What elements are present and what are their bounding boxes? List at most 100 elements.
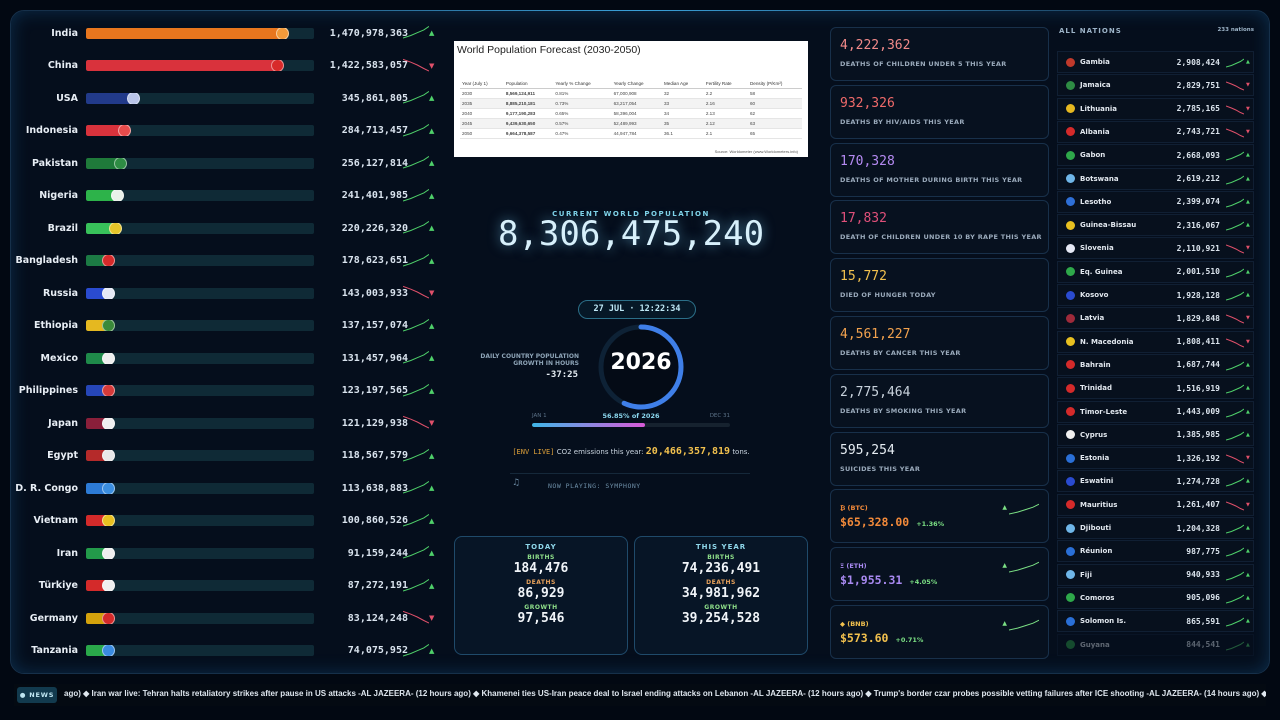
all-nations-title: ALL NATIONS	[1059, 27, 1122, 35]
population-bar	[86, 27, 289, 39]
population-bar	[86, 450, 116, 461]
country-flag-icon	[102, 385, 116, 396]
country-name: Japan	[48, 417, 78, 429]
trend-sparkline-icon	[403, 220, 429, 234]
population-bar	[86, 612, 116, 624]
nation-flag-icon	[1066, 290, 1075, 300]
country-row[interactable]: USA 345,861,805 ▲	[14, 84, 444, 112]
nation-row[interactable]: Gabon 2,668,093 ▲	[1057, 144, 1254, 167]
crypto-ticker: ₿ (BTC)	[840, 504, 868, 512]
nation-row[interactable]: Eswatini 1,274,728 ▲	[1057, 470, 1254, 493]
nation-row[interactable]: Réunion 987,775 ▲	[1057, 540, 1254, 563]
nation-name: Djibouti	[1080, 524, 1112, 532]
nation-row[interactable]: Slovenia 2,110,921 ▼	[1057, 237, 1254, 260]
nation-row[interactable]: Lithuania 2,785,165 ▼	[1057, 97, 1254, 120]
co2-unit: tons.	[732, 448, 750, 456]
nation-row[interactable]: Solomon Is. 865,591 ▲	[1057, 610, 1254, 633]
nation-row[interactable]: Djibouti 1,204,328 ▲	[1057, 517, 1254, 539]
nation-row[interactable]: Kosovo 1,928,128 ▲	[1057, 284, 1254, 306]
country-row[interactable]: China 1,422,583,057 ▼	[14, 52, 444, 80]
table-cell: 58,396,004	[611, 108, 662, 119]
country-row[interactable]: Nigeria 241,401,985 ▲	[14, 182, 444, 210]
nation-row[interactable]: Guyana 844,541 ▲	[1057, 633, 1254, 656]
nation-row[interactable]: Timor-Leste 1,443,009 ▲	[1057, 400, 1254, 423]
trend-sparkline-icon	[403, 285, 429, 299]
nation-row[interactable]: Jamaica 2,829,751 ▼	[1057, 74, 1254, 97]
nation-name: Eq. Guinea	[1080, 267, 1123, 276]
nation-population: 2,399,074	[1176, 197, 1220, 207]
nation-row[interactable]: Gambia 2,908,424 ▲	[1057, 51, 1254, 73]
world-population-value: 8,306,475,240	[497, 214, 765, 254]
nation-name: Trinidad	[1080, 384, 1112, 393]
population-bar	[86, 417, 116, 429]
nation-sparkline-icon	[1226, 594, 1244, 604]
stat-value: 2,775,464	[840, 384, 911, 400]
forecast-source: Source: Worldometer (www.Worldometers.in…	[714, 149, 798, 154]
nation-population: 2,110,921	[1176, 243, 1220, 253]
nation-flag-icon	[1066, 360, 1075, 370]
nation-flag-icon	[1066, 640, 1075, 649]
country-row[interactable]: India 1,470,978,363 ▲	[14, 19, 444, 47]
today-title: TODAY	[525, 543, 557, 551]
country-name: D. R. Congo	[15, 482, 78, 494]
country-row[interactable]: Brazil 220,226,320 ▲	[14, 214, 444, 242]
nation-flag-icon	[1066, 616, 1075, 626]
nation-row[interactable]: Cyprus 1,385,985 ▲	[1057, 423, 1254, 446]
country-population: 100,860,526	[341, 515, 408, 526]
country-row[interactable]: Egypt 118,567,579 ▲	[14, 442, 444, 470]
country-row[interactable]: D. R. Congo 113,638,883 ▲	[14, 474, 444, 502]
country-row[interactable]: Germany 83,124,248 ▼	[14, 604, 444, 632]
country-row[interactable]: Bangladesh 178,623,651 ▲	[14, 247, 444, 275]
year-births-label: BIRTHS	[707, 554, 735, 561]
nation-row[interactable]: Fiji 940,933 ▲	[1057, 563, 1254, 586]
country-row[interactable]: Türkiye 87,272,191 ▲	[14, 572, 444, 600]
nation-row[interactable]: Mauritius 1,261,407 ▼	[1057, 493, 1254, 516]
country-row[interactable]: Vietnam 100,860,526 ▲	[14, 507, 444, 535]
trend-up-icon: ▲	[1246, 59, 1250, 65]
news-ticker: ● NEWS ago) ◆ Iran war live: Tehran halt…	[14, 684, 1266, 706]
table-cell: 2030	[460, 88, 504, 99]
country-row[interactable]: Pakistan 256,127,814 ▲	[14, 149, 444, 177]
trend-up-icon: ▲	[429, 224, 435, 232]
stat-card: 17,832 DEATH OF CHILDREN UNDER 10 BY RAPE…	[830, 200, 1049, 255]
nation-row[interactable]: Latvia 1,829,848 ▼	[1057, 307, 1254, 330]
nation-row[interactable]: Estonia 1,326,192 ▼	[1057, 447, 1254, 470]
nation-row[interactable]: Eq. Guinea 2,001,510 ▲	[1057, 260, 1254, 283]
country-row[interactable]: Iran 91,159,244 ▲	[14, 539, 444, 567]
trend-up-icon: ▲	[1246, 525, 1250, 531]
nation-row[interactable]: Bahrain 1,687,744 ▲	[1057, 353, 1254, 376]
trend-up-icon: ▲	[1246, 431, 1250, 438]
nation-population: 1,687,744	[1176, 360, 1220, 370]
country-row[interactable]: Philippines 123,197,565 ▲	[14, 377, 444, 405]
nation-row[interactable]: N. Macedonia 1,808,411 ▼	[1057, 330, 1254, 353]
nation-row[interactable]: Trinidad 1,516,919 ▲	[1057, 377, 1254, 400]
country-row[interactable]: Japan 121,129,938 ▼	[14, 409, 444, 437]
country-name: Tanzania	[31, 645, 78, 656]
country-name: USA	[56, 92, 78, 104]
table-header: Fertility Rate	[703, 79, 748, 89]
year-growth-label: GROWTH	[704, 604, 738, 611]
nation-population: 905,096	[1186, 593, 1220, 603]
country-flag-icon	[118, 125, 132, 136]
nation-row[interactable]: Albania 2,743,721 ▼	[1057, 120, 1254, 143]
population-bar-track	[86, 157, 314, 169]
table-cell: 60	[747, 98, 802, 109]
country-row[interactable]: Mexico 131,457,964 ▲	[14, 344, 444, 372]
nation-row[interactable]: Guinea-Bissau 2,316,067 ▲	[1057, 214, 1254, 237]
nation-row[interactable]: Lesotho 2,399,074 ▲	[1057, 190, 1254, 213]
country-flag-icon	[113, 157, 127, 169]
country-row[interactable]: Ethiopia 137,157,074 ▲	[14, 312, 444, 340]
country-population: 118,567,579	[341, 450, 408, 461]
table-cell: 9,177,190,283	[503, 108, 554, 119]
country-row[interactable]: Tanzania 74,075,952 ▲	[14, 637, 444, 665]
trend-down-icon: ▼	[429, 61, 435, 70]
nation-name: Fiji	[1080, 570, 1092, 579]
population-bar-track	[86, 287, 314, 299]
nation-population: 1,829,848	[1176, 313, 1220, 323]
nation-row[interactable]: Comoros 905,096 ▲	[1057, 586, 1254, 609]
trend-up-icon: ▲	[429, 516, 435, 525]
nation-row[interactable]: Botswana 2,619,212 ▲	[1057, 167, 1254, 190]
country-row[interactable]: Russia 143,003,933 ▼	[14, 279, 444, 307]
nation-name: Albania	[1080, 127, 1110, 136]
country-row[interactable]: Indonesia 284,713,457 ▲	[14, 117, 444, 145]
